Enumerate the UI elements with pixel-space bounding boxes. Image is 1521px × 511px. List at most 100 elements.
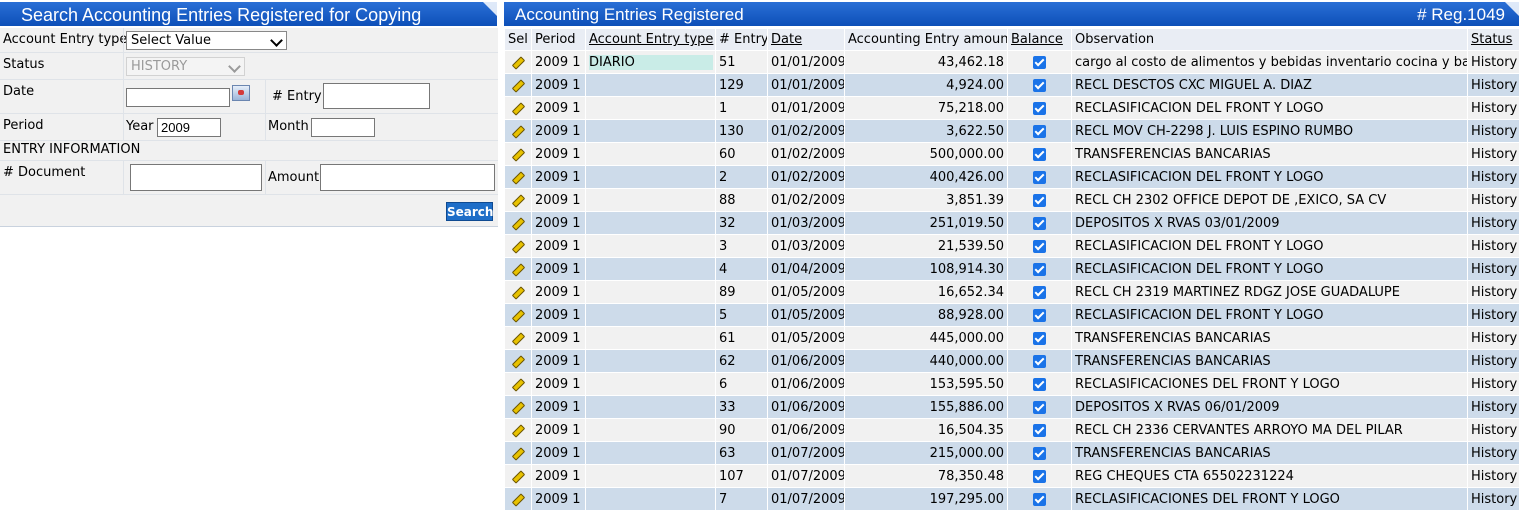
- pencil-icon[interactable]: [511, 78, 525, 93]
- table-row[interactable]: 2009 1 33 01/06/2009 155,886.00 DEPOSITOS X …: [504, 395, 1520, 419]
- pencil-icon[interactable]: [511, 147, 525, 162]
- pencil-icon[interactable]: [511, 285, 525, 300]
- date-cell: 01/05/2009: [767, 303, 845, 327]
- status-value: HISTORY: [131, 59, 188, 74]
- table-row[interactable]: 2009 1 107 01/07/2009 78,350.48 REG CHEQUES …: [504, 464, 1520, 488]
- pencil-icon[interactable]: [511, 262, 525, 277]
- select-cell[interactable]: [504, 349, 532, 373]
- checkbox-checked-icon: [1033, 285, 1046, 299]
- table-row[interactable]: 2009 1 60 01/02/2009 500,000.00 TRANSFERENCI…: [504, 142, 1520, 166]
- period-cell: 2009 1: [531, 142, 586, 166]
- period-cell: 2009 1: [531, 73, 586, 97]
- table-row[interactable]: 2009 1 89 01/05/2009 16,652.34 RECL CH 2319 …: [504, 280, 1520, 304]
- column-header-status[interactable]: Status: [1467, 28, 1520, 51]
- account-entry-type-label: Account Entry type: [3, 32, 128, 47]
- select-cell[interactable]: [504, 165, 532, 189]
- year-input[interactable]: [157, 118, 221, 137]
- pencil-icon[interactable]: [511, 193, 525, 208]
- select-cell[interactable]: [504, 418, 532, 442]
- table-row[interactable]: 2009 1 2 01/02/2009 400,426.00 RECLASIFICACI…: [504, 165, 1520, 189]
- table-row[interactable]: 2009 1 61 01/05/2009 445,000.00 TRANSFERENCI…: [504, 326, 1520, 350]
- status-label: Status: [3, 57, 45, 72]
- table-row[interactable]: 2009 1 1 01/01/2009 75,218.00 RECLASIFICACIO…: [504, 96, 1520, 120]
- table-row[interactable]: 2009 1 6 01/06/2009 153,595.50 RECLASIFICACI…: [504, 372, 1520, 396]
- pencil-icon[interactable]: [511, 170, 525, 185]
- table-row[interactable]: 2009 1 129 01/01/2009 4,924.00 RECL DESCTOS …: [504, 73, 1520, 97]
- pencil-icon[interactable]: [511, 239, 525, 254]
- pencil-icon[interactable]: [511, 423, 525, 438]
- date-label: Date: [3, 84, 35, 99]
- column-header-date[interactable]: Date: [767, 28, 845, 51]
- select-cell[interactable]: [504, 280, 532, 304]
- status-cell: History: [1467, 372, 1520, 396]
- pencil-icon[interactable]: [511, 216, 525, 231]
- status-cell: History: [1467, 73, 1520, 97]
- select-cell[interactable]: [504, 96, 532, 120]
- pencil-icon[interactable]: [511, 469, 525, 484]
- select-cell[interactable]: [504, 73, 532, 97]
- select-cell[interactable]: [504, 372, 532, 396]
- select-cell[interactable]: [504, 211, 532, 235]
- table-row[interactable]: 2009 1 5 01/05/2009 88,928.00 RECLASIFICACIO…: [504, 303, 1520, 327]
- select-cell[interactable]: [504, 395, 532, 419]
- select-cell[interactable]: [504, 464, 532, 488]
- table-row[interactable]: 2009 1 63 01/07/2009 215,000.00 TRANSFERENCI…: [504, 441, 1520, 465]
- observation-cell: RECL DESCTOS CXC MIGUEL A. DIAZ: [1071, 73, 1468, 97]
- select-cell[interactable]: [504, 234, 532, 258]
- entry-cell: 2: [715, 165, 768, 189]
- account-entry-type-select[interactable]: Select Value: [126, 31, 287, 50]
- table-row[interactable]: 2009 1 3 01/03/2009 21,539.50 RECLASIFICACIO…: [504, 234, 1520, 258]
- status-cell: History: [1467, 257, 1520, 281]
- checkbox-checked-icon: [1033, 492, 1046, 506]
- month-input[interactable]: [311, 118, 375, 137]
- pencil-icon[interactable]: [511, 331, 525, 346]
- select-cell[interactable]: [504, 326, 532, 350]
- select-cell[interactable]: [504, 142, 532, 166]
- select-cell[interactable]: [504, 50, 532, 74]
- pencil-icon[interactable]: [511, 377, 525, 392]
- amount-cell: 440,000.00: [844, 349, 1008, 373]
- pencil-icon[interactable]: [511, 354, 525, 369]
- pencil-icon[interactable]: [511, 101, 525, 116]
- column-header-balance[interactable]: Balance: [1007, 28, 1072, 51]
- select-cell[interactable]: [504, 188, 532, 212]
- period-label: Period: [3, 118, 44, 133]
- table-row[interactable]: 2009 1 7 01/07/2009 197,295.00 RECLASIFICACI…: [504, 487, 1520, 511]
- table-row[interactable]: 2009 1 4 01/04/2009 108,914.30 RECLASIFICACI…: [504, 257, 1520, 281]
- document-label: # Document: [3, 165, 86, 180]
- select-cell[interactable]: [504, 303, 532, 327]
- document-input[interactable]: [130, 164, 262, 191]
- pencil-icon[interactable]: [511, 124, 525, 139]
- balance-cell: [1007, 165, 1072, 189]
- date-input[interactable]: [126, 88, 230, 107]
- pencil-icon[interactable]: [511, 308, 525, 323]
- select-cell[interactable]: [504, 119, 532, 143]
- table-row[interactable]: 2009 1 88 01/02/2009 3,851.39 RECL CH 2302 O…: [504, 188, 1520, 212]
- select-cell[interactable]: [504, 441, 532, 465]
- balance-cell: [1007, 395, 1072, 419]
- amount-cell: 4,924.00: [844, 73, 1008, 97]
- entry-input[interactable]: [323, 83, 430, 109]
- account-entry-type-cell: [585, 349, 716, 373]
- table-row[interactable]: 2009 1 DIARIO 51 01/01/2009 43,462.18 cargo a…: [504, 50, 1520, 74]
- status-cell: History: [1467, 487, 1520, 511]
- search-button[interactable]: Search: [446, 202, 493, 221]
- pencil-icon[interactable]: [511, 446, 525, 461]
- table-row[interactable]: 2009 1 90 01/06/2009 16,504.35 RECL CH 2336 …: [504, 418, 1520, 442]
- amount-input[interactable]: [320, 164, 495, 191]
- status-cell: History: [1467, 142, 1520, 166]
- table-row[interactable]: 2009 1 32 01/03/2009 251,019.50 DEPOSITOS X …: [504, 211, 1520, 235]
- table-row[interactable]: 2009 1 62 01/06/2009 440,000.00 TRANSFERENCI…: [504, 349, 1520, 373]
- balance-cell: [1007, 372, 1072, 396]
- column-header-account-entry-type[interactable]: Account Entry type: [585, 28, 716, 51]
- results-body: 2009 1 DIARIO 51 01/01/2009 43,462.18 cargo a…: [504, 50, 1520, 511]
- pencil-icon[interactable]: [511, 55, 525, 70]
- pencil-icon[interactable]: [511, 492, 525, 507]
- entry-cell: 62: [715, 349, 768, 373]
- select-cell[interactable]: [504, 257, 532, 281]
- calendar-icon[interactable]: [232, 85, 250, 101]
- table-row[interactable]: 2009 1 130 01/02/2009 3,622.50 RECL MOV CH-2…: [504, 119, 1520, 143]
- balance-cell: [1007, 73, 1072, 97]
- pencil-icon[interactable]: [511, 400, 525, 415]
- select-cell[interactable]: [504, 487, 532, 511]
